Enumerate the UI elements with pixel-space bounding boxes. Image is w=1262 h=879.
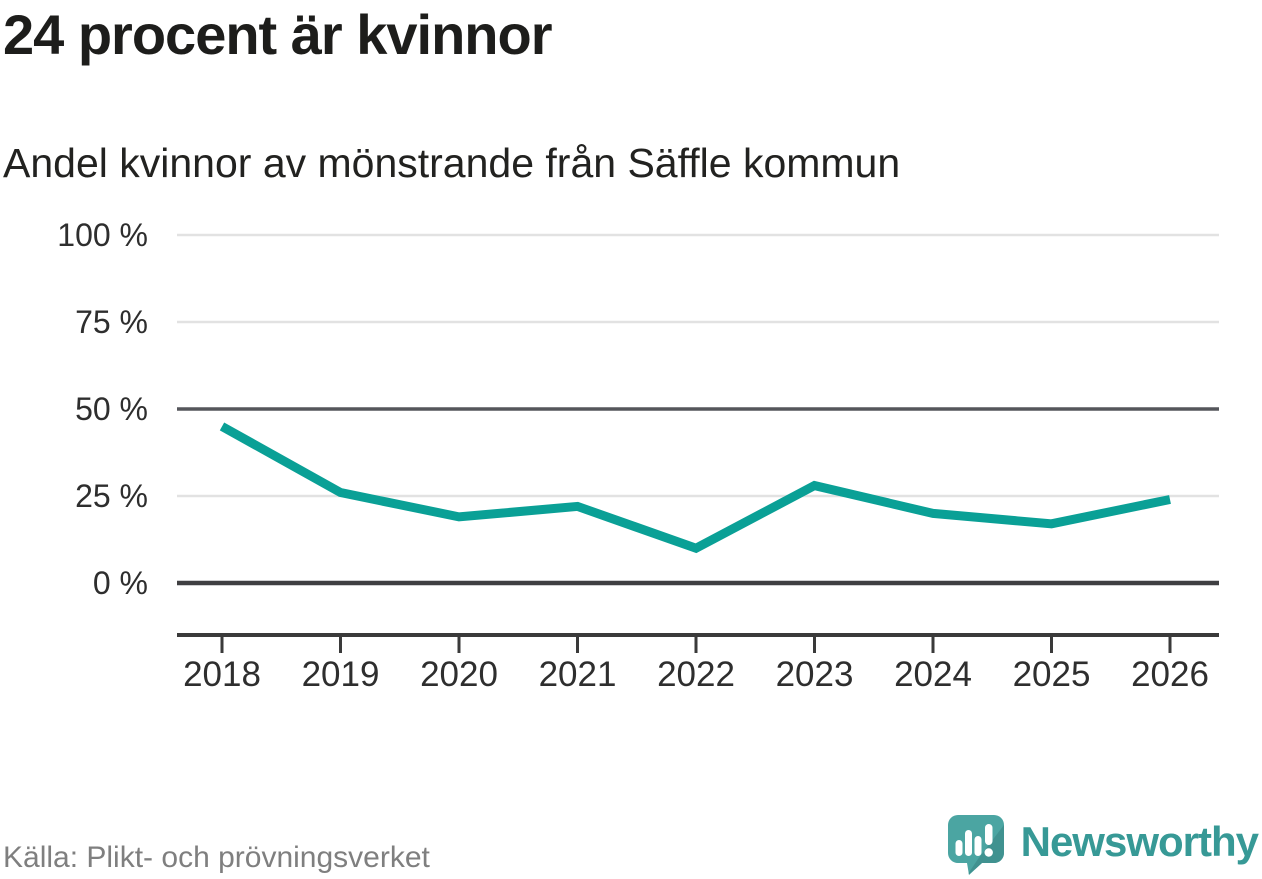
x-axis-label: 2026	[1131, 655, 1209, 694]
x-axis-label: 2024	[894, 655, 972, 694]
data-line	[219, 422, 1171, 554]
y-axis-label: 75 %	[75, 304, 148, 340]
x-axis-label: 2018	[183, 655, 261, 694]
y-axis-label: 50 %	[75, 391, 148, 427]
x-axis-label: 2020	[420, 655, 498, 694]
y-axis-label: 100 %	[57, 217, 148, 253]
x-axis-label: 2019	[301, 655, 380, 694]
bar-chart-speech-bubble-icon	[947, 815, 1004, 875]
x-axis-label: 2023	[775, 655, 854, 694]
y-axis-label: 0 %	[92, 565, 148, 601]
newsworthy-logo: Newsworthy	[944, 812, 1259, 878]
x-axis-label: 2025	[1012, 655, 1091, 694]
x-axis-label: 2022	[657, 655, 735, 694]
chart-subtitle: Andel kvinnor av mönstrande från Säffle …	[3, 140, 901, 186]
chart-title: 24 procent är kvinnor	[3, 3, 553, 66]
source-note: Källa: Plikt- och prövningsverket	[3, 841, 430, 874]
x-axis-label: 2021	[538, 655, 617, 694]
newsworthy-logo-text: Newsworthy	[1020, 818, 1259, 865]
y-axis-label: 25 %	[75, 478, 148, 514]
